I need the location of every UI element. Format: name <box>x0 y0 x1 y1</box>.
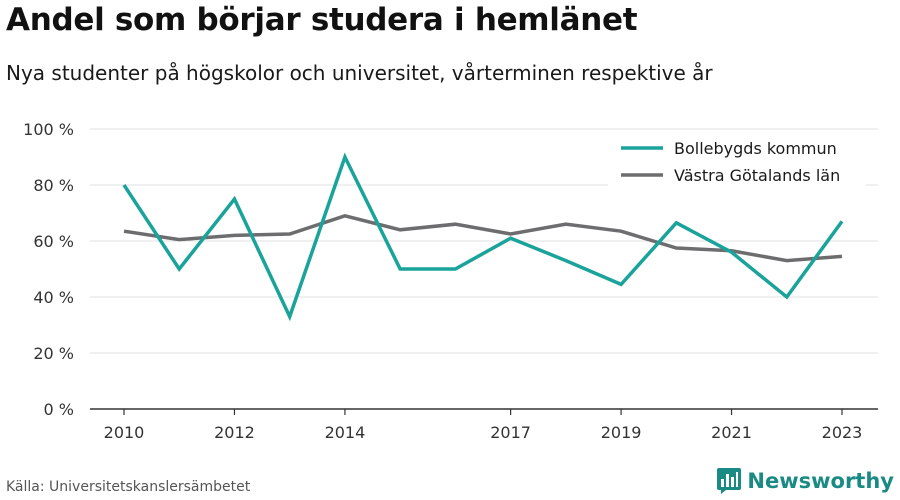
x-tick-label: 2019 <box>601 423 642 442</box>
brand-logo: Newsworthy <box>717 468 894 494</box>
x-tick-label: 2010 <box>104 423 145 442</box>
y-tick-label: 0 % <box>44 400 74 419</box>
legend-label: Bollebygds kommun <box>674 139 837 158</box>
bar-chart-logo-icon <box>717 468 742 494</box>
source-note: Källa: Universitetskanslersämbetet <box>6 479 251 495</box>
x-tick-label: 2012 <box>214 423 255 442</box>
x-axis: 2010 2012 2014 2017 2019 2021 2023 <box>90 408 878 442</box>
y-tick-label: 100 % <box>23 120 74 139</box>
chart-subtitle: Nya studenter på högskolor och universit… <box>6 61 713 85</box>
series-line <box>123 213 843 263</box>
legend-label: Västra Götalands län <box>674 166 840 185</box>
y-axis-tick-labels: 0 % 20 % 40 % 60 % 80 % 100 % <box>23 120 74 419</box>
chart-title: Andel som börjar studera i hemlänet <box>6 2 638 38</box>
x-tick-label: 2014 <box>325 423 366 442</box>
x-tick-label: 2021 <box>711 423 752 442</box>
x-tick-label: 2023 <box>822 423 863 442</box>
brand-name: Newsworthy <box>747 469 894 493</box>
legend-background <box>608 130 866 190</box>
y-tick-label: 60 % <box>33 232 74 251</box>
series-line <box>122 152 844 322</box>
series-lines <box>122 152 844 322</box>
y-tick-label: 80 % <box>33 176 74 195</box>
x-tick-label: 2017 <box>490 423 531 442</box>
y-tick-label: 40 % <box>33 288 74 307</box>
legend: Bollebygds kommun Västra Götalands län <box>608 130 866 190</box>
y-tick-label: 20 % <box>33 344 74 363</box>
